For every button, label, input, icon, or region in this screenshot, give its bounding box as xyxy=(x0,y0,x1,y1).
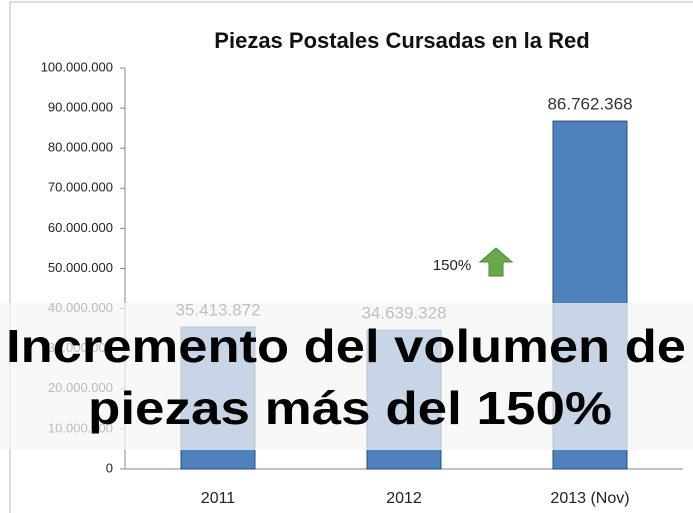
overlay-line: Incremento del volumen de xyxy=(6,320,686,372)
value-label: 86.762.368 xyxy=(547,95,632,114)
overlay-band xyxy=(0,303,693,450)
y-tick-label: 0 xyxy=(106,460,113,475)
overlay-line: piezas más del 150% xyxy=(88,382,612,434)
y-tick-label: 80.000.000 xyxy=(48,140,113,155)
y-tick-label: 100.000.000 xyxy=(41,59,113,74)
x-tick-label: 2013 (Nov) xyxy=(550,490,629,507)
arrow-icon xyxy=(478,247,514,277)
y-tick-label: 90.000.000 xyxy=(48,100,113,115)
y-tick-label: 60.000.000 xyxy=(48,220,113,235)
y-tick-label: 50.000.000 xyxy=(48,260,113,275)
annotation: 150% xyxy=(433,257,471,274)
x-tick-label: 2011 xyxy=(201,490,236,507)
chart-title: Piezas Postales Cursadas en la Red xyxy=(214,28,589,53)
y-tick-label: 70.000.000 xyxy=(48,180,113,195)
x-tick-label: 2012 xyxy=(386,490,422,507)
